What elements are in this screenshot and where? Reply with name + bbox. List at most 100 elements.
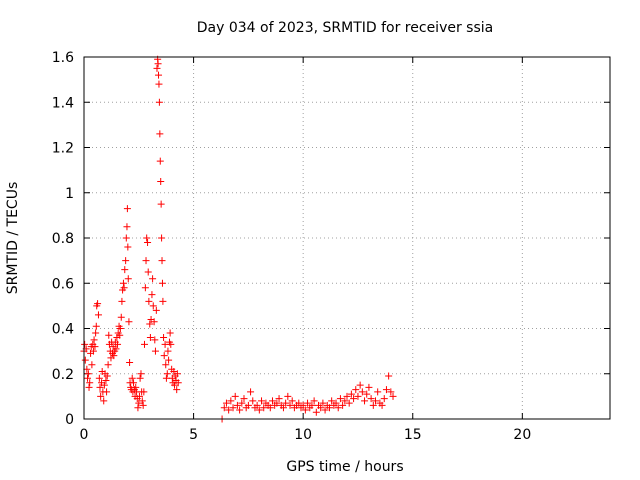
data-point-marker — [102, 377, 110, 385]
data-point-marker — [304, 399, 312, 407]
data-point-marker — [233, 401, 241, 409]
data-point-marker — [103, 372, 111, 380]
data-point-marker — [308, 401, 316, 409]
plot-frame — [83, 56, 611, 420]
data-point-marker — [97, 392, 105, 400]
x-tick-label: 0 — [80, 427, 89, 443]
data-point-marker — [350, 395, 358, 403]
y-tick-label: 0.6 — [52, 276, 74, 292]
data-point-marker — [81, 340, 89, 348]
y-tick-label: 1.2 — [52, 141, 74, 157]
data-point-marker — [282, 399, 290, 407]
data-point-marker — [142, 257, 150, 265]
data-point-marker — [121, 266, 129, 274]
data-point-marker — [92, 329, 100, 337]
data-point-marker — [301, 406, 309, 414]
data-point-marker — [81, 356, 89, 364]
data-point-marker — [95, 374, 103, 382]
data-point-marker — [89, 347, 97, 355]
data-point-marker — [86, 379, 94, 387]
data-point-marker — [174, 379, 182, 387]
data-point-marker — [336, 395, 344, 403]
data-point-marker — [225, 406, 233, 414]
data-point-marker — [356, 381, 364, 389]
data-point-marker — [92, 322, 100, 330]
data-point-marker — [135, 392, 143, 400]
data-point-marker — [325, 404, 333, 412]
data-point-marker — [171, 381, 179, 389]
data-point-marker — [339, 401, 347, 409]
data-point-marker — [116, 331, 124, 339]
y-tick-label: 1 — [65, 186, 74, 202]
data-point-marker — [123, 223, 131, 231]
data-point-marker — [358, 388, 366, 396]
data-point-marker — [132, 383, 140, 391]
data-point-marker — [150, 318, 158, 326]
data-point-marker — [236, 406, 244, 414]
y-axis-label: SRMTID / TECUs — [5, 182, 21, 295]
data-point-marker — [170, 367, 178, 375]
data-point-marker — [140, 340, 148, 348]
data-point-marker — [112, 345, 120, 353]
data-point-marker — [266, 404, 274, 412]
data-point-marker — [249, 397, 257, 405]
data-point-marker — [128, 374, 136, 382]
data-point-marker — [140, 388, 148, 396]
data-point-marker — [144, 268, 152, 276]
data-point-marker — [380, 395, 388, 403]
x-tick-label: 15 — [404, 427, 422, 443]
axis-ticks: 0 5 10 15 20 0 0.2 0.4 0.6 0.8 1 1.2 1.4 1.6 — [52, 50, 610, 443]
data-point-marker — [159, 297, 167, 305]
data-point-marker — [136, 374, 144, 382]
data-point-marker — [378, 401, 386, 409]
data-point-marker — [124, 275, 132, 283]
data-point-marker — [94, 300, 102, 308]
y-tick-label: 1.4 — [52, 95, 74, 111]
data-point-marker — [146, 334, 154, 342]
data-point-marker — [369, 401, 377, 409]
data-point-marker — [118, 297, 126, 305]
data-point-marker — [279, 404, 287, 412]
data-point-marker — [120, 284, 128, 292]
data-point-marker — [105, 331, 113, 339]
data-point-marker — [104, 361, 112, 369]
data-point-marker — [173, 386, 181, 394]
data-point-marker — [135, 399, 143, 407]
data-point-marker — [374, 388, 382, 396]
data-point-marker — [155, 98, 163, 106]
data-point-marker — [317, 404, 325, 412]
y-tick-label: 0.8 — [52, 231, 74, 247]
data-point-marker — [151, 336, 159, 344]
y-tick-label: 0.4 — [52, 322, 74, 338]
data-point-marker — [88, 361, 96, 369]
data-point-marker — [145, 297, 153, 305]
data-point-marker — [332, 399, 340, 407]
data-point-marker — [231, 392, 239, 400]
data-point-marker — [310, 397, 318, 405]
data-point-marker — [365, 383, 373, 391]
data-point-marker — [141, 284, 149, 292]
data-point-marker — [157, 177, 165, 185]
x-axis-label: GPS time / hours — [286, 459, 403, 475]
data-point-marker — [114, 340, 122, 348]
data-point-marker — [149, 302, 157, 310]
data-point-marker — [158, 234, 166, 242]
data-point-marker — [119, 279, 127, 287]
data-point-marker — [273, 399, 281, 407]
data-point-marker — [143, 234, 151, 242]
data-point-marker — [160, 334, 168, 342]
x-tick-label: 20 — [513, 427, 531, 443]
data-point-marker — [100, 381, 108, 389]
data-point-marker — [387, 388, 395, 396]
data-point-marker — [244, 401, 252, 409]
data-points — [80, 55, 397, 423]
data-point-marker — [352, 386, 360, 394]
data-point-marker — [103, 388, 111, 396]
data-point-marker — [312, 408, 320, 416]
data-point-marker — [83, 365, 91, 373]
data-point-marker — [122, 257, 130, 265]
y-tick-label: 0.2 — [52, 367, 74, 383]
data-point-marker — [328, 397, 336, 405]
data-point-marker — [146, 320, 154, 328]
data-point-marker — [341, 397, 349, 405]
